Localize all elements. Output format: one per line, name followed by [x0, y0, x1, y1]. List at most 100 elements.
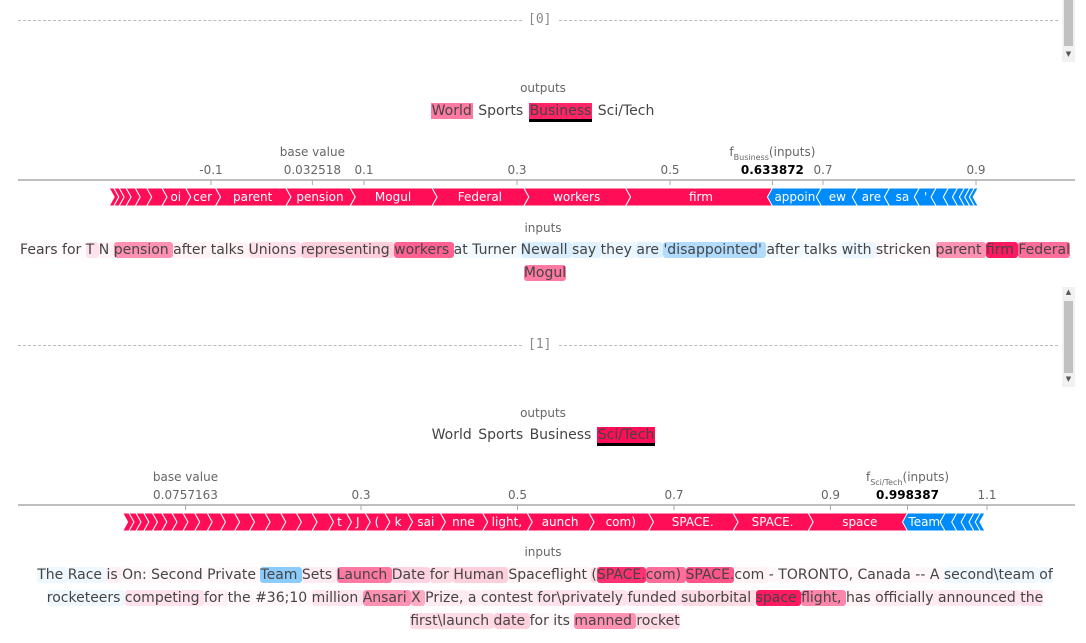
- output-value-label: fSci/Tech(inputs): [866, 470, 949, 487]
- input-token[interactable]: the: [227, 590, 256, 606]
- input-token[interactable]: second\team: [943, 567, 1040, 583]
- input-token[interactable]: competing: [124, 590, 204, 606]
- input-token[interactable]: contest: [480, 590, 538, 606]
- input-token[interactable]: of: [1039, 567, 1053, 583]
- output-class: Sci/Tech: [597, 103, 655, 119]
- outputs-label: outputs: [520, 406, 566, 420]
- tick-label: 0.1: [354, 163, 373, 177]
- input-token[interactable]: Human: [453, 567, 509, 583]
- input-token[interactable]: 'disappointed': [663, 242, 767, 258]
- feature-label: ew: [829, 190, 846, 204]
- input-token[interactable]: A: [929, 567, 944, 583]
- input-token[interactable]: flight,: [801, 590, 846, 606]
- input-token[interactable]: for\privately: [537, 590, 628, 606]
- input-token[interactable]: a: [467, 590, 481, 606]
- output-class: Sports: [478, 103, 524, 119]
- outputs-label: outputs: [520, 81, 566, 95]
- input-token[interactable]: Second: [151, 567, 208, 583]
- input-token[interactable]: has: [845, 590, 876, 606]
- input-token[interactable]: suborbital: [681, 590, 756, 606]
- input-token[interactable]: On:: [122, 567, 152, 583]
- input-token[interactable]: after: [173, 242, 211, 258]
- input-token[interactable]: Date: [391, 567, 430, 583]
- input-token[interactable]: Spaceflight: [508, 567, 592, 583]
- input-token[interactable]: Ansari: [362, 590, 412, 606]
- feature-label: sai: [417, 515, 434, 529]
- input-token[interactable]: they: [600, 242, 637, 258]
- input-token[interactable]: its: [553, 613, 575, 629]
- scrollbar[interactable]: ▲ ▼: [1062, 287, 1075, 387]
- input-token[interactable]: Private: [207, 567, 261, 583]
- feature-label: t: [337, 515, 342, 529]
- input-token[interactable]: N: [98, 242, 114, 258]
- input-token[interactable]: after: [766, 242, 804, 258]
- input-token[interactable]: Newall: [520, 242, 573, 258]
- input-token[interactable]: Team: [260, 567, 302, 583]
- input-token[interactable]: the: [1020, 590, 1044, 606]
- input-token[interactable]: workers: [394, 242, 454, 258]
- input-token[interactable]: The: [37, 567, 68, 583]
- input-token[interactable]: com): [645, 567, 686, 583]
- feature-label: are: [862, 190, 881, 204]
- input-token[interactable]: at: [453, 242, 473, 258]
- input-token[interactable]: parent: [935, 242, 986, 258]
- input-token[interactable]: com: [734, 567, 769, 583]
- input-token[interactable]: T: [85, 242, 99, 258]
- input-token[interactable]: (: [591, 567, 597, 583]
- input-token[interactable]: are: [636, 242, 664, 258]
- input-token[interactable]: Canada: [857, 567, 916, 583]
- input-token[interactable]: TORONTO,: [778, 567, 858, 583]
- input-token[interactable]: Turner: [472, 242, 521, 258]
- input-token[interactable]: first\launch: [410, 613, 494, 629]
- input-token[interactable]: Fears: [20, 242, 63, 258]
- input-token[interactable]: for: [429, 567, 454, 583]
- input-token[interactable]: Mogul: [523, 265, 567, 281]
- input-token[interactable]: talks: [210, 242, 249, 258]
- feature-label: cer: [193, 190, 212, 204]
- inputs-label: inputs: [524, 221, 562, 235]
- input-token[interactable]: rocket: [636, 613, 680, 629]
- input-token[interactable]: #36;10: [255, 590, 312, 606]
- base-value-label: base value: [280, 145, 345, 159]
- input-token[interactable]: --: [915, 567, 930, 583]
- input-token[interactable]: Launch: [336, 567, 392, 583]
- input-token[interactable]: say: [572, 242, 601, 258]
- output-value: 0.998387: [876, 488, 939, 502]
- input-token[interactable]: representing: [300, 242, 395, 258]
- input-token[interactable]: for: [529, 613, 554, 629]
- input-token[interactable]: manned: [574, 613, 637, 629]
- input-token[interactable]: space: [755, 590, 802, 606]
- tick-label: 0.3: [507, 163, 526, 177]
- base-value: 0.0757163: [153, 488, 218, 502]
- input-token[interactable]: with: [841, 242, 876, 258]
- input-token[interactable]: for: [62, 242, 86, 258]
- input-token[interactable]: X: [411, 590, 426, 606]
- input-token[interactable]: Prize,: [425, 590, 468, 606]
- input-token[interactable]: firm: [985, 242, 1019, 258]
- input-token[interactable]: million: [311, 590, 363, 606]
- input-token[interactable]: -: [768, 567, 779, 583]
- tick-label: 1.1: [977, 488, 996, 502]
- input-token[interactable]: for: [203, 590, 228, 606]
- input-token[interactable]: Unions: [248, 242, 301, 258]
- input-token[interactable]: Federal: [1018, 242, 1070, 258]
- input-token[interactable]: pension: [113, 242, 174, 258]
- input-token[interactable]: SPACE.: [685, 567, 735, 583]
- base-value-label: base value: [153, 470, 218, 484]
- input-token[interactable]: talks: [803, 242, 842, 258]
- input-token[interactable]: announced: [937, 590, 1021, 606]
- input-token[interactable]: rocketeers: [46, 590, 125, 606]
- tick-label: 0.5: [660, 163, 679, 177]
- input-token[interactable]: officially: [875, 590, 938, 606]
- feature-label: parent: [233, 190, 273, 204]
- input-token[interactable]: SPACE.: [596, 567, 646, 583]
- input-token[interactable]: Race: [67, 567, 107, 583]
- tick-label: -0.1: [199, 163, 222, 177]
- input-token[interactable]: funded: [627, 590, 681, 606]
- input-token[interactable]: stricken: [875, 242, 936, 258]
- sample-index: [0]: [522, 12, 558, 27]
- scrollbar[interactable]: ▼: [1062, 0, 1075, 62]
- input-token[interactable]: Sets: [301, 567, 337, 583]
- input-token[interactable]: is: [106, 567, 123, 583]
- input-token[interactable]: date: [493, 613, 530, 629]
